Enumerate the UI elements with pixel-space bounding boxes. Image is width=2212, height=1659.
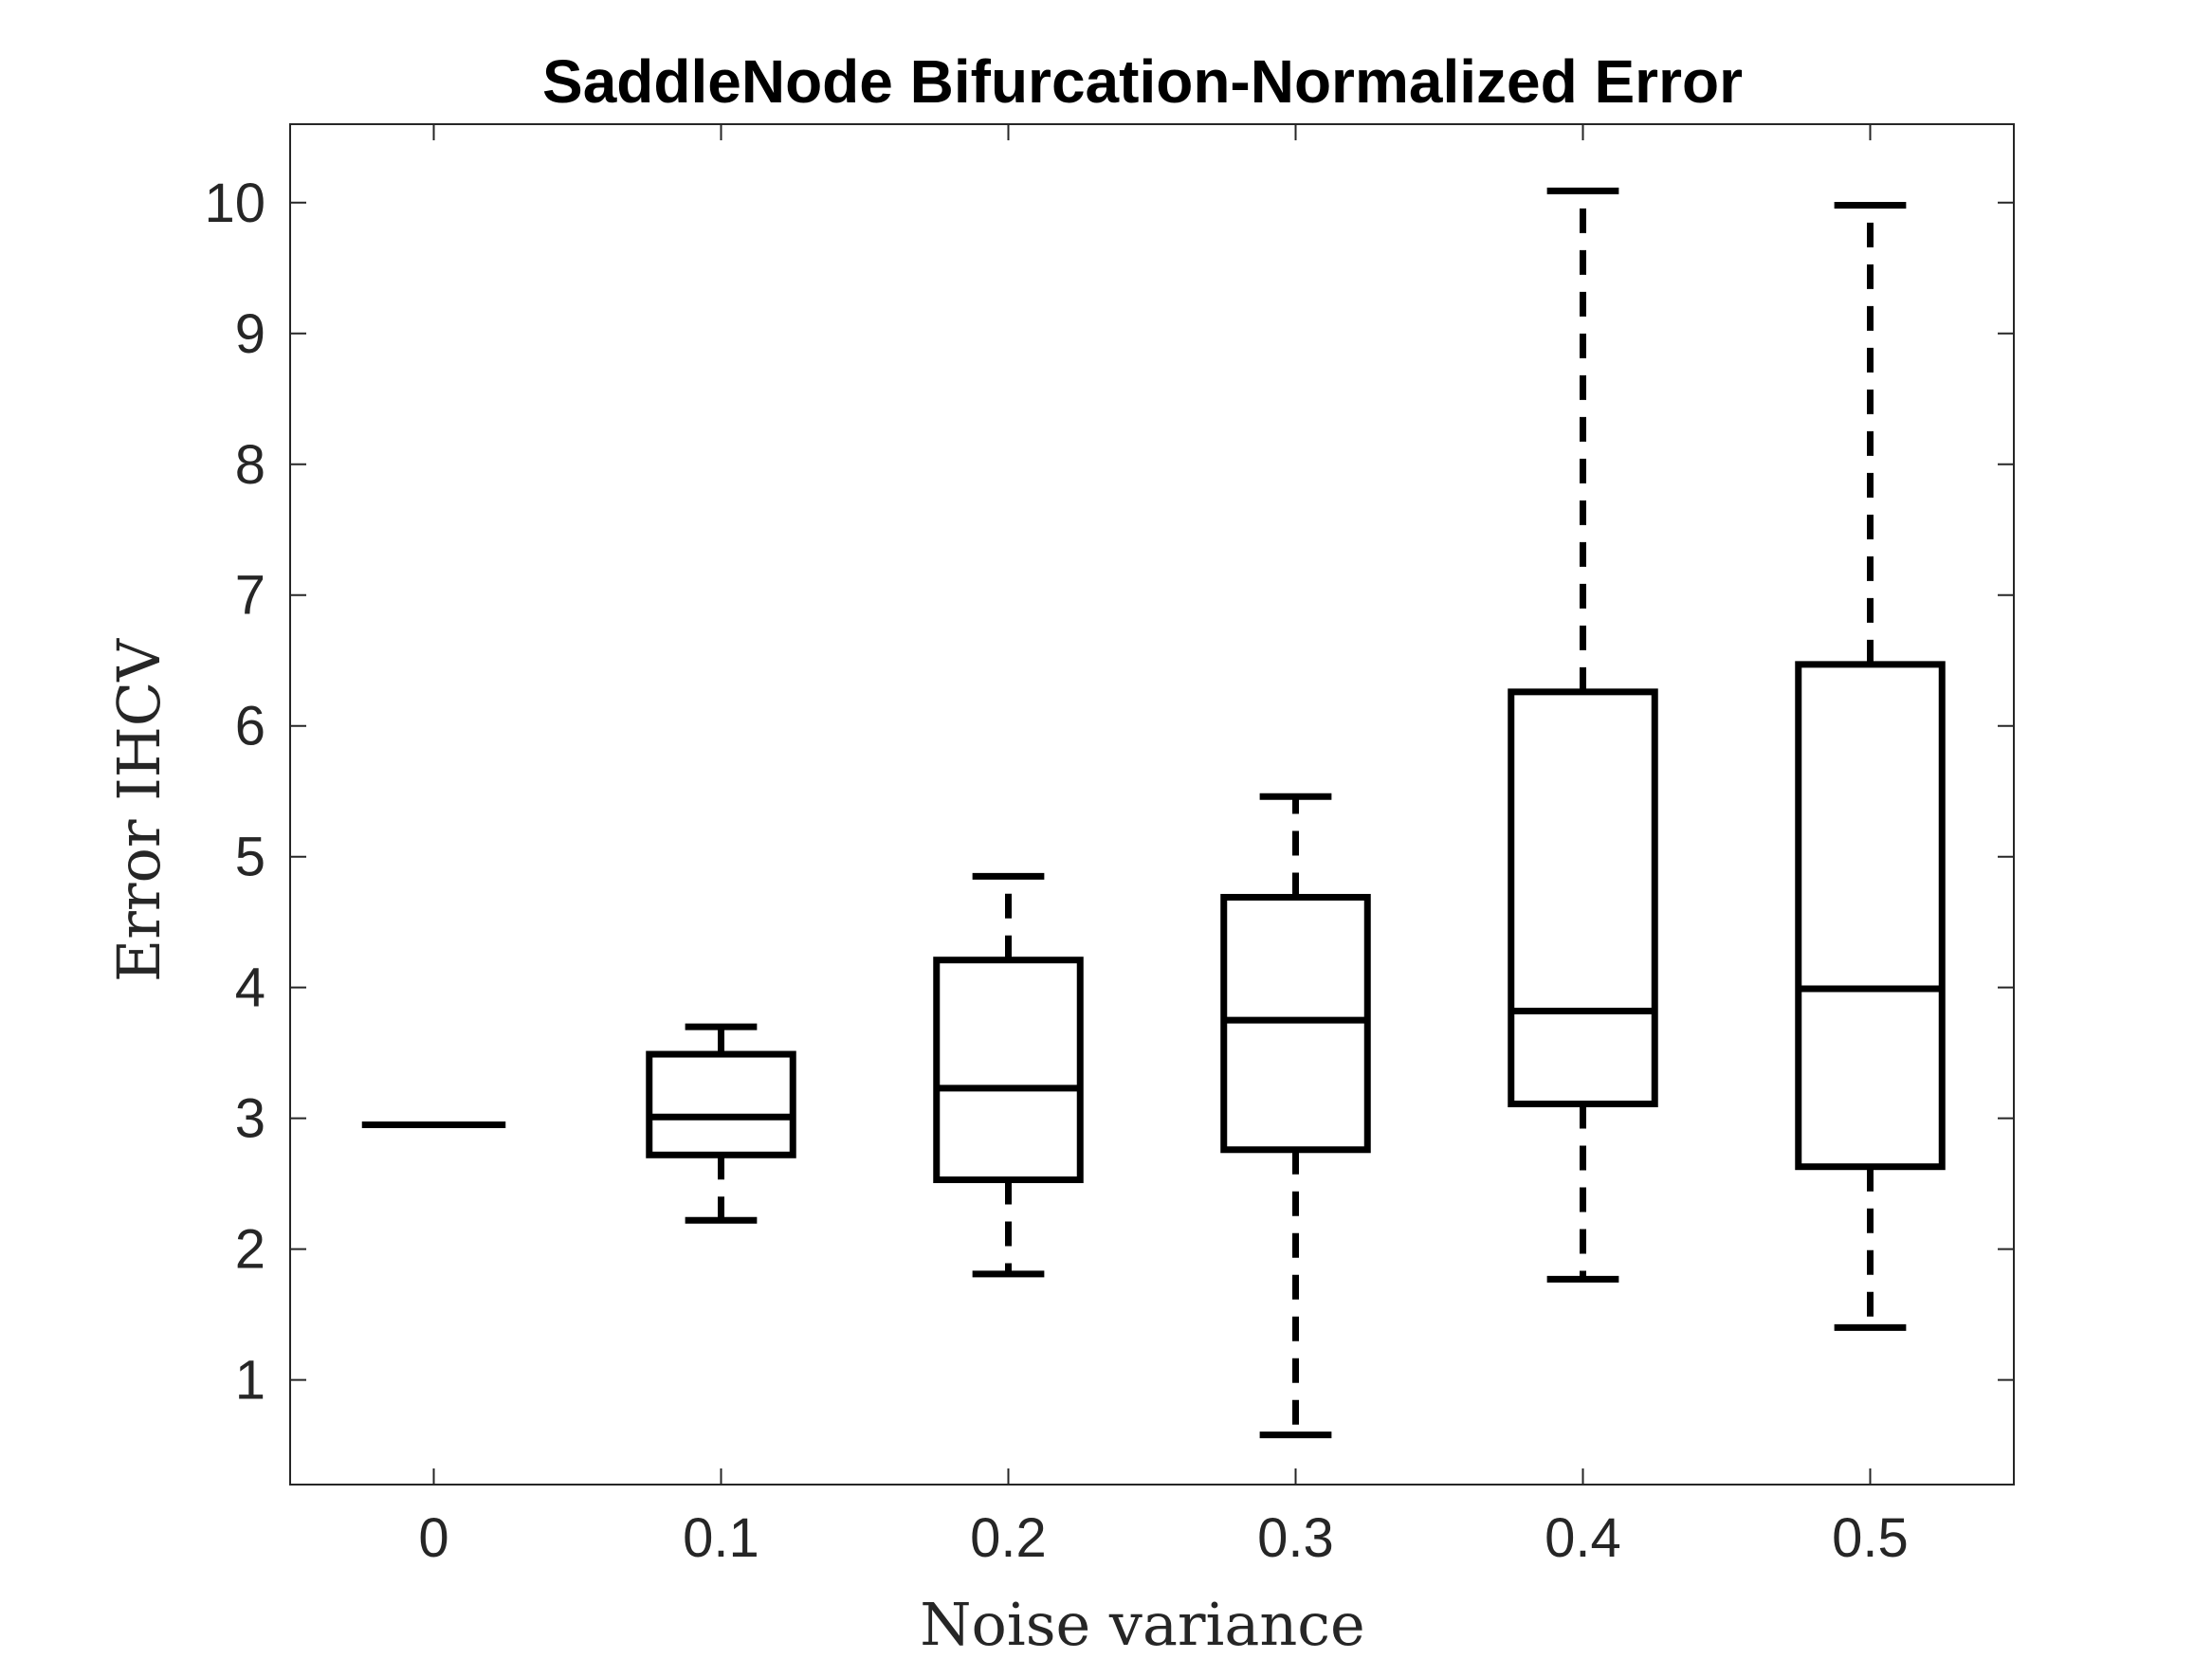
y-tick-label: 3 bbox=[235, 1088, 265, 1150]
y-tick-label: 4 bbox=[235, 957, 265, 1019]
x-tick-label: 0.5 bbox=[1832, 1507, 1909, 1569]
chart-marks: 1 2 3 4 5 6 7 8 9 10 0 0.1 0.2 0.3 0.4 0.5 bbox=[204, 124, 2014, 1569]
y-tick-label: 9 bbox=[235, 303, 265, 365]
y-tick-label: 7 bbox=[235, 565, 265, 627]
box bbox=[933, 957, 1084, 1184]
x-tick-label: 0.4 bbox=[1545, 1507, 1621, 1569]
y-axis-label: Error IHCV bbox=[104, 638, 174, 982]
plot-area-frame bbox=[289, 123, 2015, 1486]
chart-title: SaddleNode Bifurcation-Normalized Error bbox=[542, 47, 1743, 116]
x-tick-label: 0 bbox=[418, 1507, 448, 1569]
x-tick-label: 0.2 bbox=[970, 1507, 1047, 1569]
x-axis-label: Noise variance bbox=[920, 1590, 1364, 1659]
x-tick-label: 0.3 bbox=[1257, 1507, 1334, 1569]
y-tick-label: 2 bbox=[235, 1219, 265, 1281]
x-tick-label: 0.1 bbox=[683, 1507, 759, 1569]
y-tick-label: 8 bbox=[235, 434, 265, 496]
y-tick-label: 5 bbox=[235, 827, 265, 888]
y-tick-label: 6 bbox=[235, 696, 265, 757]
y-tick-label: 10 bbox=[204, 173, 265, 234]
box bbox=[646, 1050, 796, 1158]
box bbox=[1795, 661, 1946, 1171]
y-tick-label: 1 bbox=[235, 1350, 265, 1412]
box bbox=[1508, 688, 1658, 1107]
